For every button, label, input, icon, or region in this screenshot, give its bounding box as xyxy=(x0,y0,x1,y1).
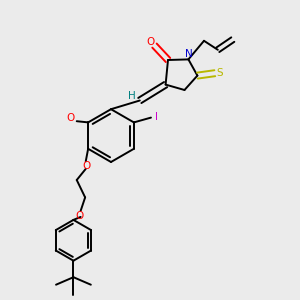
Text: O: O xyxy=(75,211,83,221)
Text: O: O xyxy=(66,113,74,123)
Text: S: S xyxy=(216,68,223,78)
Text: N: N xyxy=(185,49,193,59)
Text: O: O xyxy=(82,161,90,171)
Text: I: I xyxy=(154,112,158,122)
Text: H: H xyxy=(128,91,136,101)
Text: O: O xyxy=(146,37,155,47)
